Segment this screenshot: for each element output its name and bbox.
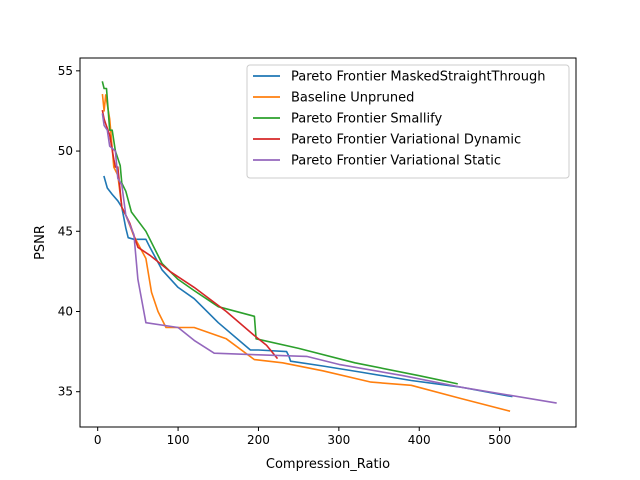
- x-tick-label: 500: [488, 433, 511, 447]
- x-tick-label: 400: [408, 433, 431, 447]
- y-tick-label: 55: [58, 64, 73, 78]
- x-tick-label: 0: [94, 433, 102, 447]
- x-axis-label: Compression_Ratio: [266, 457, 390, 472]
- x-tick-label: 300: [327, 433, 350, 447]
- x-tick-label: 100: [167, 433, 190, 447]
- y-tick-label: 35: [58, 385, 73, 399]
- series-layer: [101, 81, 557, 412]
- legend: Pareto Frontier MaskedStraightThrough Bas…: [246, 64, 570, 179]
- legend-label: Pareto Frontier Variational Static: [291, 154, 501, 169]
- legend-label: Pareto Frontier Smallify: [291, 112, 442, 127]
- x-axis-ticks: 0 100 200 300 400 500: [94, 427, 511, 447]
- legend-label: Baseline Unpruned: [291, 91, 414, 106]
- legend-box: [246, 64, 570, 179]
- y-tick-label: 50: [58, 144, 73, 158]
- x-tick-label: 200: [247, 433, 270, 447]
- y-tick-label: 45: [58, 224, 73, 238]
- plot-frame: [79, 57, 577, 428]
- legend-label: Pareto Frontier MaskedStraightThrough: [291, 70, 545, 85]
- series-line-5: [101, 113, 557, 404]
- y-axis-ticks: 35 40 45 50 55: [58, 64, 80, 399]
- legend-label: Pareto Frontier Variational Dynamic: [291, 133, 521, 148]
- y-axis-label: PSNR: [33, 225, 48, 260]
- series-line-3: [101, 81, 458, 385]
- y-tick-label: 40: [58, 304, 73, 318]
